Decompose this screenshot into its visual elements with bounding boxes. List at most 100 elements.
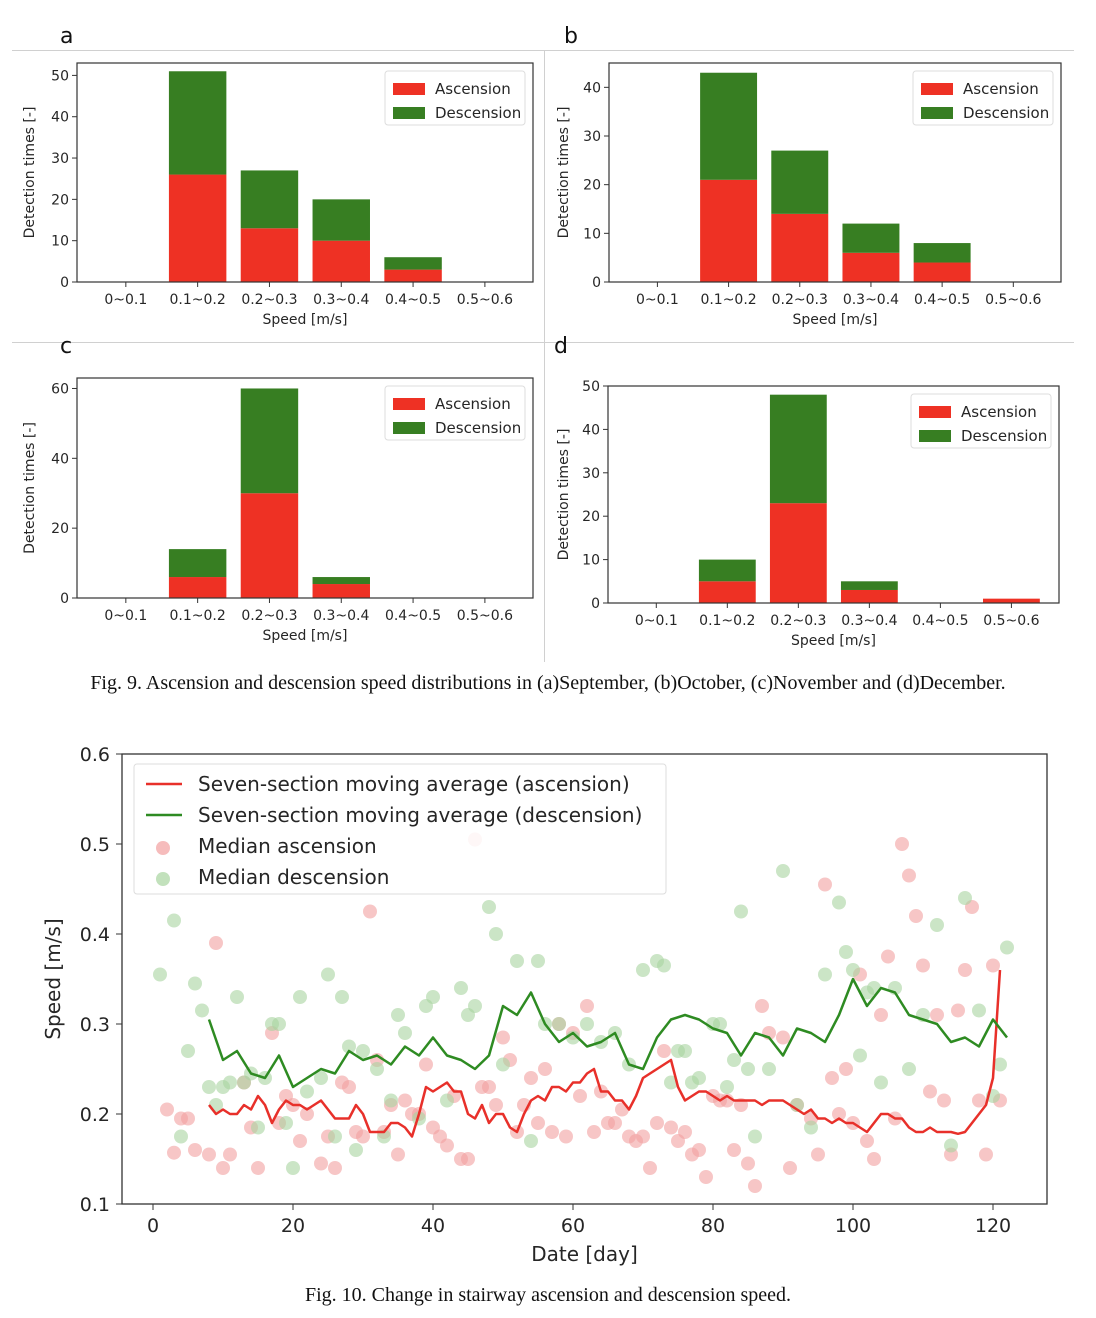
legend-swatch-ascension [919, 406, 951, 418]
median-descension-point [496, 1057, 510, 1072]
y-axis-label: Detection times [-] [22, 107, 38, 239]
median-ascension-point [314, 1156, 328, 1171]
x-tick-label: 0~0.1 [636, 292, 679, 308]
ascension-bar-0.3~0.4 [312, 584, 370, 598]
median-descension-point [440, 1093, 454, 1108]
median-ascension-point [223, 1147, 237, 1162]
x-axis-label: Date [day] [531, 1242, 638, 1266]
descension-bar-0.4~0.5 [913, 243, 971, 263]
median-ascension-point [209, 936, 223, 950]
median-descension-point [902, 1062, 916, 1076]
x-tick-label: 0.3~0.4 [843, 292, 899, 308]
panel-label-d: d [554, 334, 568, 359]
x-tick-label: 0.2~0.3 [241, 292, 297, 308]
median-ascension-point [958, 963, 972, 977]
ascension-bar-0.1~0.2 [168, 577, 227, 598]
legend-label: Median descension [198, 865, 389, 889]
median-ascension-point [825, 1071, 839, 1085]
median-descension-point [958, 891, 972, 905]
median-descension-point [734, 904, 748, 919]
median-ascension-point [678, 1125, 692, 1139]
median-descension-point [202, 1080, 216, 1094]
bar-chart-december: 0 10 20 30 40 50 0~0.1 0.1~0.2 0.2~0.3 0.3~0.4 0.4… [556, 379, 1060, 649]
ascension-bar-0.5~0.6 [983, 598, 1040, 603]
median-descension-point [818, 967, 832, 982]
legend-label-ascension: Ascension [961, 403, 1037, 421]
median-descension-point [384, 1093, 398, 1108]
median-descension-point [720, 1080, 734, 1094]
y-tick-label: 30 [582, 466, 600, 482]
median-ascension-point [524, 1071, 538, 1085]
x-tick-label: 0.1~0.2 [170, 608, 226, 624]
legend-label-descension: Descension [961, 427, 1047, 445]
median-descension-point [552, 1017, 566, 1031]
x-tick-label: 80 [701, 1215, 725, 1237]
legend-swatch-ascension [393, 83, 425, 95]
y-tick-label: 0.6 [80, 744, 110, 766]
median-ascension-point [979, 1147, 993, 1162]
median-ascension-point [811, 1147, 825, 1162]
x-tick-label: 100 [835, 1215, 871, 1237]
x-tick-label: 0.4~0.5 [914, 292, 970, 308]
median-descension-point [321, 967, 335, 982]
x-tick-label: 20 [281, 1215, 305, 1237]
ascension-bar-0.2~0.3 [769, 503, 827, 603]
legend-swatch-descension [921, 107, 953, 119]
median-descension-point [748, 1129, 762, 1144]
ascension-bar-0.1~0.2 [698, 581, 756, 603]
median-ascension-point [783, 1161, 797, 1175]
median-ascension-point [489, 1098, 503, 1112]
median-descension-point [342, 1039, 356, 1054]
median-ascension-point [328, 1161, 342, 1175]
median-descension-point [993, 1057, 1007, 1072]
median-ascension-point [839, 1062, 853, 1076]
median-descension-point [846, 963, 860, 977]
median-ascension-point [216, 1161, 230, 1175]
bar-chart-september: 0 10 20 30 40 50 0~0.1 0.1~0.2 0.2~0.3 0.3~0.4 0.4… [22, 62, 534, 328]
median-descension-point [335, 990, 349, 1004]
y-tick-label: 0 [591, 596, 600, 612]
median-ascension-point [202, 1147, 216, 1162]
median-descension-point [874, 1075, 888, 1090]
y-tick-label: 50 [582, 379, 600, 395]
median-descension-point [531, 954, 545, 968]
ascension-bar-0.3~0.4 [312, 240, 370, 282]
y-tick-label: 20 [582, 509, 600, 525]
descension-bar-0.1~0.2 [698, 559, 756, 582]
median-descension-point [370, 1062, 384, 1076]
median-descension-point [510, 954, 524, 968]
legend-box [133, 763, 667, 895]
descension-bar-0.2~0.3 [771, 150, 829, 214]
median-ascension-point [440, 1138, 454, 1153]
y-tick-label: 0.4 [80, 924, 110, 946]
y-tick-label: 0 [60, 591, 69, 607]
median-descension-point [762, 1062, 776, 1076]
median-ascension-point [496, 1030, 510, 1045]
ascension-bar-0.3~0.4 [842, 252, 900, 282]
median-descension-point [272, 1017, 286, 1031]
median-ascension-point [251, 1161, 265, 1175]
median-ascension-point [531, 1116, 545, 1130]
speed-trend-chart: 0.1 0.2 0.3 0.4 0.5 0.6 0 20 40 60 80 100 120 Date [d… [41, 744, 1048, 1266]
median-descension-point [426, 990, 440, 1004]
median-ascension-point [867, 1152, 881, 1166]
median-ascension-point [342, 1080, 356, 1094]
median-ascension-point [699, 1170, 713, 1184]
median-ascension-point [741, 1156, 755, 1171]
panel-label-b: b [564, 24, 578, 49]
x-tick-label: 0.5~0.6 [457, 292, 513, 308]
x-tick-label: 0.5~0.6 [983, 613, 1039, 629]
median-ascension-point [181, 1111, 195, 1126]
y-axis-label: Detection times [-] [556, 107, 572, 239]
legend-marker-descension [156, 872, 170, 886]
median-descension-point [286, 1161, 300, 1175]
median-ascension-point [692, 1143, 706, 1157]
median-descension-point [398, 1026, 412, 1040]
x-tick-label: 0.1~0.2 [700, 292, 756, 308]
legend-swatch-descension [393, 107, 425, 119]
descension-bar-0.3~0.4 [842, 223, 900, 253]
legend-label-ascension: Ascension [435, 395, 511, 413]
y-tick-label: 0 [592, 275, 601, 291]
panel-divider-top [12, 50, 1074, 51]
plot-frame [76, 62, 534, 283]
